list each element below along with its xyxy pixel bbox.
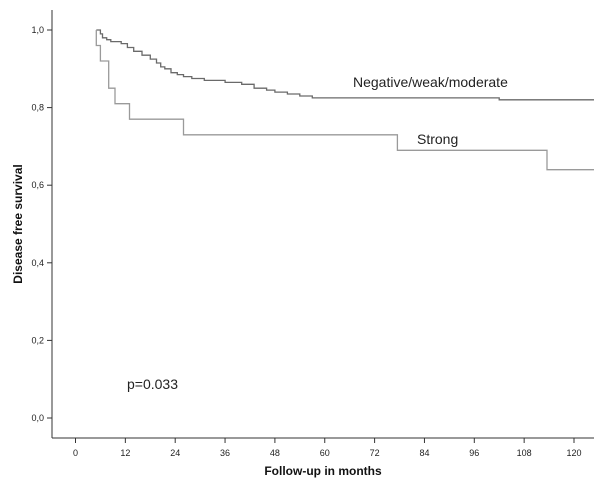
x-tick-label: 24 — [170, 448, 180, 458]
y-tick-label: 0,6 — [31, 180, 44, 190]
series-label-negative-weak-moderate: Negative/weak/moderate — [353, 74, 508, 90]
survival-curve-1 — [95, 30, 594, 171]
y-axis-title: Disease free survival — [11, 164, 25, 283]
y-tick-label: 1,0 — [31, 25, 44, 35]
x-axis-ticks: 0 12 24 36 48 60 72 84 96 108 120 — [73, 438, 582, 458]
x-tick-label: 84 — [419, 448, 429, 458]
x-tick-label: 60 — [320, 448, 330, 458]
x-tick-label: 120 — [566, 448, 581, 458]
survival-curve-0 — [96, 29, 594, 101]
x-tick-label: 96 — [469, 448, 479, 458]
x-tick-label: 72 — [370, 448, 380, 458]
y-axis-ticks: 0,0 0,2 0,4 0,6 0,8 1,0 — [31, 25, 52, 423]
x-tick-label: 108 — [517, 448, 532, 458]
x-tick-label: 48 — [270, 448, 280, 458]
survival-curves — [95, 29, 594, 171]
y-tick-label: 0,8 — [31, 103, 44, 113]
x-tick-label: 0 — [73, 448, 78, 458]
y-tick-label: 0,2 — [31, 335, 44, 345]
y-tick-label: 0,4 — [31, 258, 44, 268]
series-label-strong: Strong — [417, 131, 458, 147]
x-axis-title: Follow-up in months — [264, 464, 382, 478]
y-tick-label: 0,0 — [31, 413, 44, 423]
p-value-annotation: p=0.033 — [127, 376, 178, 392]
x-tick-label: 12 — [120, 448, 130, 458]
x-tick-label: 36 — [220, 448, 230, 458]
